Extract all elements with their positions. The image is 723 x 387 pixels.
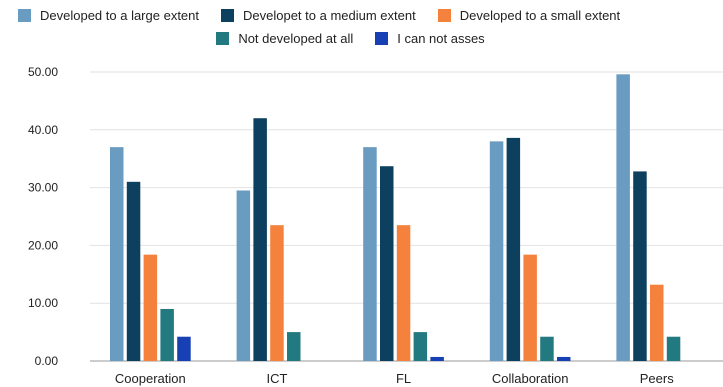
y-tick-label: 40.00 (28, 123, 58, 137)
bar-fl-series-1 (363, 147, 377, 361)
bar-ict-series-2 (253, 118, 267, 362)
y-tick-label: 10.00 (28, 296, 58, 310)
x-category-label: FL (396, 371, 411, 386)
legend-label-cannot-assess: I can not asses (397, 31, 485, 46)
bar-peers-series-2 (633, 171, 647, 361)
bar-ict-series-1 (236, 190, 251, 361)
legend-swatch-medium-extent (221, 9, 234, 22)
x-category-label: Cooperation (115, 371, 186, 386)
bar-ict-series-4 (287, 332, 301, 361)
bar-cooperation-series-1 (110, 147, 124, 361)
legend-swatch-large-extent (18, 9, 31, 22)
legend-label-medium-extent: Developet to a medium extent (243, 8, 416, 23)
legend-item-small-extent: Developed to a small extent (437, 8, 621, 23)
y-tick-label: 0.00 (35, 354, 59, 368)
legend-row-1: Developed to a large extent Developet to… (0, 8, 723, 23)
bar-collaboration-series-5 (557, 356, 571, 361)
bar-cooperation-series-4 (160, 308, 174, 361)
legend-item-not-developed: Not developed at all (216, 31, 353, 46)
bar-cooperation-series-3 (143, 254, 158, 361)
bar-fl-series-5 (430, 356, 444, 361)
legend-item-medium-extent: Developet to a medium extent (221, 8, 416, 23)
bar-ict-series-3 (270, 225, 284, 361)
bar-fl-series-4 (413, 332, 428, 361)
x-category-label: ICT (266, 371, 287, 386)
bar-peers-series-4 (666, 336, 681, 361)
bar-cooperation-series-5 (177, 336, 191, 361)
legend-label-not-developed: Not developed at all (238, 31, 354, 46)
bar-peers-series-3 (650, 284, 664, 361)
bar-cooperation-series-2 (126, 181, 141, 361)
bar-fl-series-3 (396, 225, 411, 361)
legend-label-large-extent: Developed to a large extent (40, 8, 199, 23)
bar-collaboration-series-3 (523, 254, 537, 361)
bar-collaboration-series-4 (540, 336, 554, 361)
legend-label-small-extent: Developed to a small extent (459, 8, 621, 23)
x-category-label: Collaboration (492, 371, 569, 386)
legend-swatch-not-developed (216, 32, 230, 45)
legend-row-2: Not developed at all I can not asses (0, 31, 723, 46)
y-tick-label: 20.00 (28, 238, 58, 252)
legend-swatch-small-extent (437, 9, 451, 22)
legend-swatch-cannot-assess (375, 32, 389, 45)
bar-fl-series-2 (380, 166, 394, 361)
y-tick-label: 50.00 (28, 65, 58, 79)
legend-item-large-extent: Developed to a large extent (18, 8, 199, 23)
bar-collaboration-series-2 (506, 137, 521, 361)
x-category-label: Peers (640, 371, 674, 386)
bar-collaboration-series-1 (489, 141, 504, 361)
bar-peers-series-1 (616, 74, 630, 361)
legend-item-cannot-assess: I can not asses (375, 31, 485, 46)
chart-legend: Developed to a large extent Developet to… (0, 0, 723, 58)
y-tick-label: 30.00 (28, 181, 58, 195)
